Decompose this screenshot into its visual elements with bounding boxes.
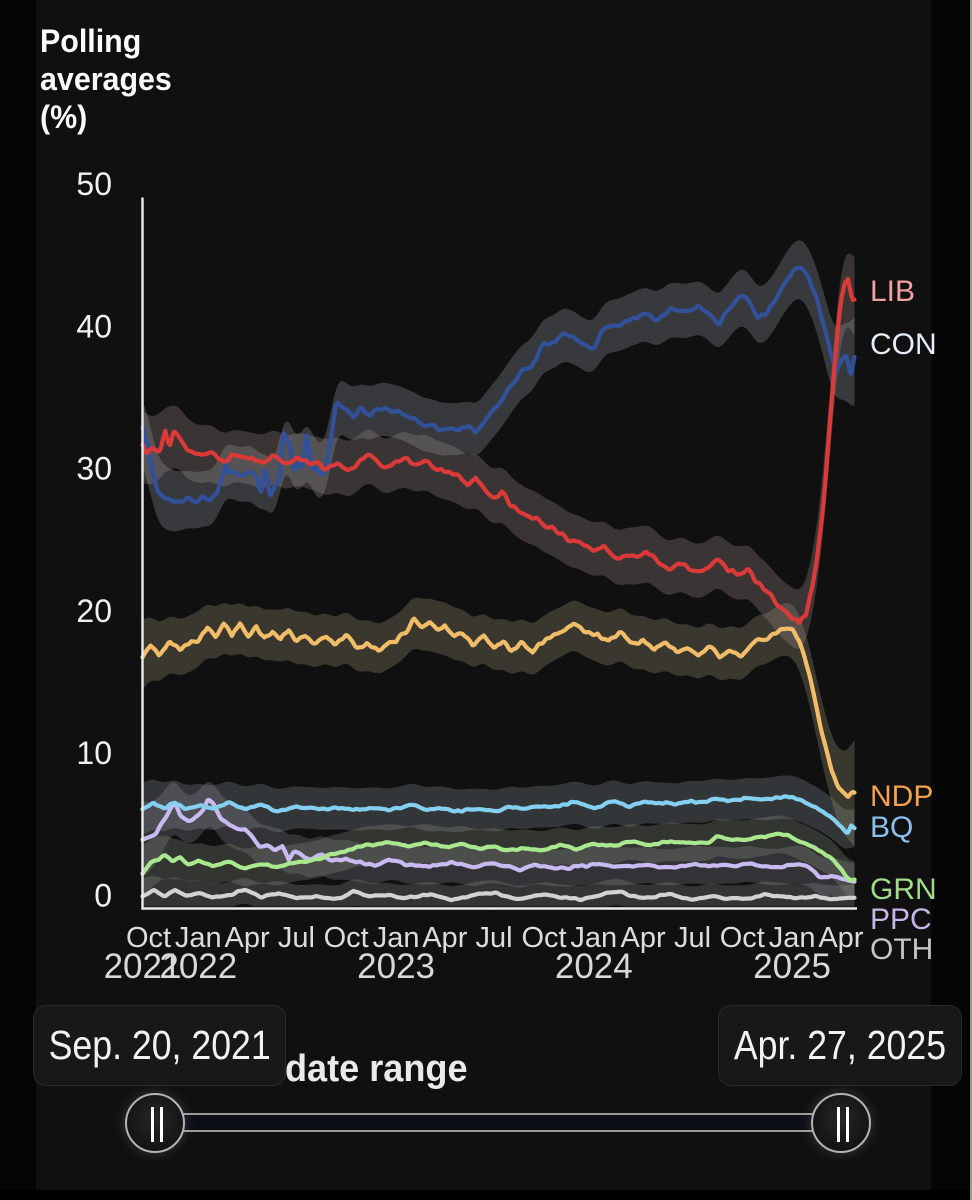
- svg-text:Oct: Oct: [324, 922, 369, 954]
- svg-text:30: 30: [76, 451, 112, 487]
- svg-text:2024: 2024: [555, 947, 633, 986]
- svg-text:20: 20: [76, 593, 112, 629]
- svg-text:Jan: Jan: [373, 922, 420, 954]
- svg-text:2025: 2025: [753, 947, 831, 986]
- svg-text:Apr: Apr: [422, 922, 467, 954]
- svg-text:40: 40: [76, 308, 112, 344]
- svg-text:CON: CON: [870, 328, 937, 361]
- svg-text:Oct: Oct: [720, 922, 765, 954]
- svg-text:50: 50: [76, 166, 112, 202]
- svg-text:OTH: OTH: [870, 933, 933, 966]
- svg-text:Jul: Jul: [278, 922, 315, 954]
- svg-text:PPC: PPC: [870, 903, 932, 936]
- svg-text:10: 10: [76, 735, 112, 771]
- svg-text:Oct: Oct: [521, 922, 566, 954]
- svg-text:Jan: Jan: [570, 922, 617, 954]
- svg-text:GRN: GRN: [870, 873, 937, 906]
- svg-text:Apr: Apr: [225, 922, 270, 954]
- svg-text:Apr: Apr: [621, 922, 666, 954]
- svg-text:Jul: Jul: [476, 922, 513, 954]
- svg-text:Jul: Jul: [674, 922, 711, 954]
- svg-text:2021: 2021: [104, 947, 182, 986]
- svg-text:2023: 2023: [357, 947, 435, 986]
- svg-text:BQ: BQ: [870, 811, 913, 844]
- svg-text:LIB: LIB: [870, 275, 915, 308]
- svg-text:Jan: Jan: [175, 922, 222, 954]
- svg-text:Oct: Oct: [126, 922, 171, 954]
- svg-text:NDP: NDP: [870, 780, 933, 813]
- svg-text:0: 0: [94, 878, 112, 914]
- svg-text:Jan: Jan: [769, 922, 816, 954]
- svg-text:2022: 2022: [159, 947, 237, 986]
- svg-text:Apr: Apr: [818, 922, 863, 954]
